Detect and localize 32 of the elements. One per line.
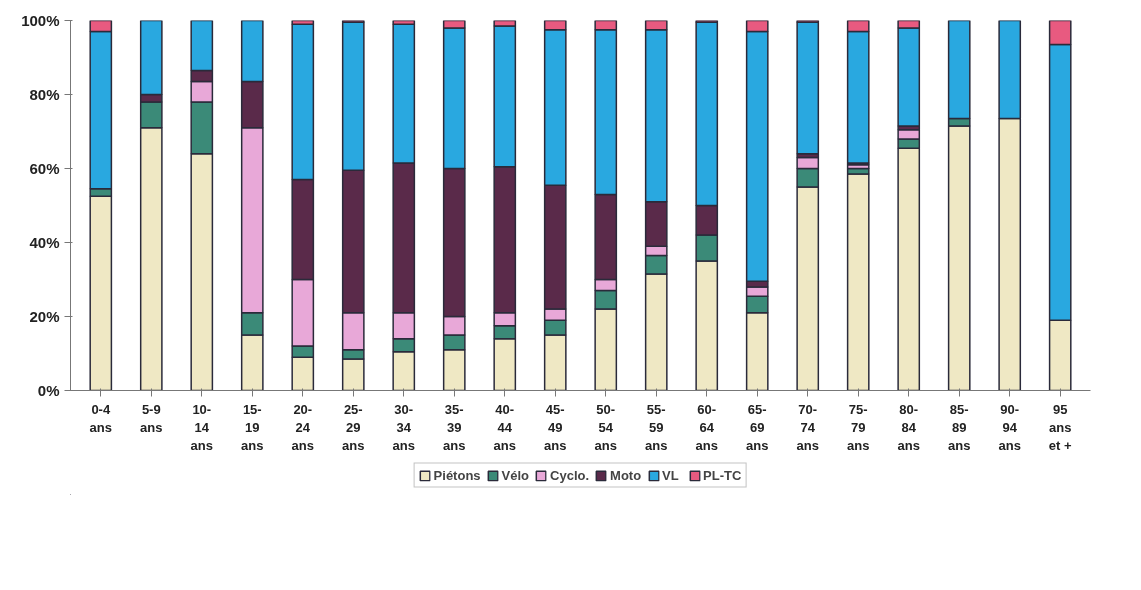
legend-label: Cyclo. xyxy=(550,467,590,483)
x-tick-label: 80- 84 ans xyxy=(897,401,920,453)
x-tick-label: 75- 79 ans xyxy=(847,401,870,453)
x-tick-label: 0-4 ans xyxy=(89,401,112,435)
x-tick-label: 45- 49 ans xyxy=(544,401,567,453)
y-tick-label: 60% xyxy=(29,160,60,177)
legend-label: PL-TC xyxy=(703,467,742,483)
y-tick-label: 80% xyxy=(29,86,60,103)
x-tick-label: 15- 19 ans xyxy=(241,401,264,453)
y-tick-label: 0% xyxy=(37,382,60,399)
y-tick-label: 20% xyxy=(29,308,60,325)
legend-label: Vélo xyxy=(501,467,530,483)
x-tick-label: 90- 94 ans xyxy=(998,401,1021,453)
x-tick-label: 95 ans et + xyxy=(1048,401,1072,453)
x-tick-label: 30- 34 ans xyxy=(392,401,415,453)
x-tick-label: 65- 69 ans xyxy=(746,401,769,453)
x-tick-label: 70- 74 ans xyxy=(796,401,819,453)
y-tick-label: 40% xyxy=(29,234,60,251)
x-tick-label: 60- 64 ans xyxy=(695,401,718,453)
x-tick-label: 10- 14 ans xyxy=(190,401,213,453)
x-tick-label: 85- 89 ans xyxy=(948,401,971,453)
legend-label: Moto xyxy=(610,467,642,483)
x-tick-label: 5-9 ans xyxy=(140,401,163,435)
x-tick-label: 35- 39 ans xyxy=(443,401,466,453)
x-tick-label: 20- 24 ans xyxy=(291,401,314,453)
legend-label: VL xyxy=(662,467,680,483)
x-tick-label: 55- 59 ans xyxy=(645,401,668,453)
legend-label: Piétons xyxy=(433,467,481,483)
x-tick-label: 40- 44 ans xyxy=(493,401,516,453)
y-tick-label: 100% xyxy=(21,12,60,29)
x-tick-label: 50- 54 ans xyxy=(594,401,617,453)
x-tick-label: 25- 29 ans xyxy=(342,401,365,453)
